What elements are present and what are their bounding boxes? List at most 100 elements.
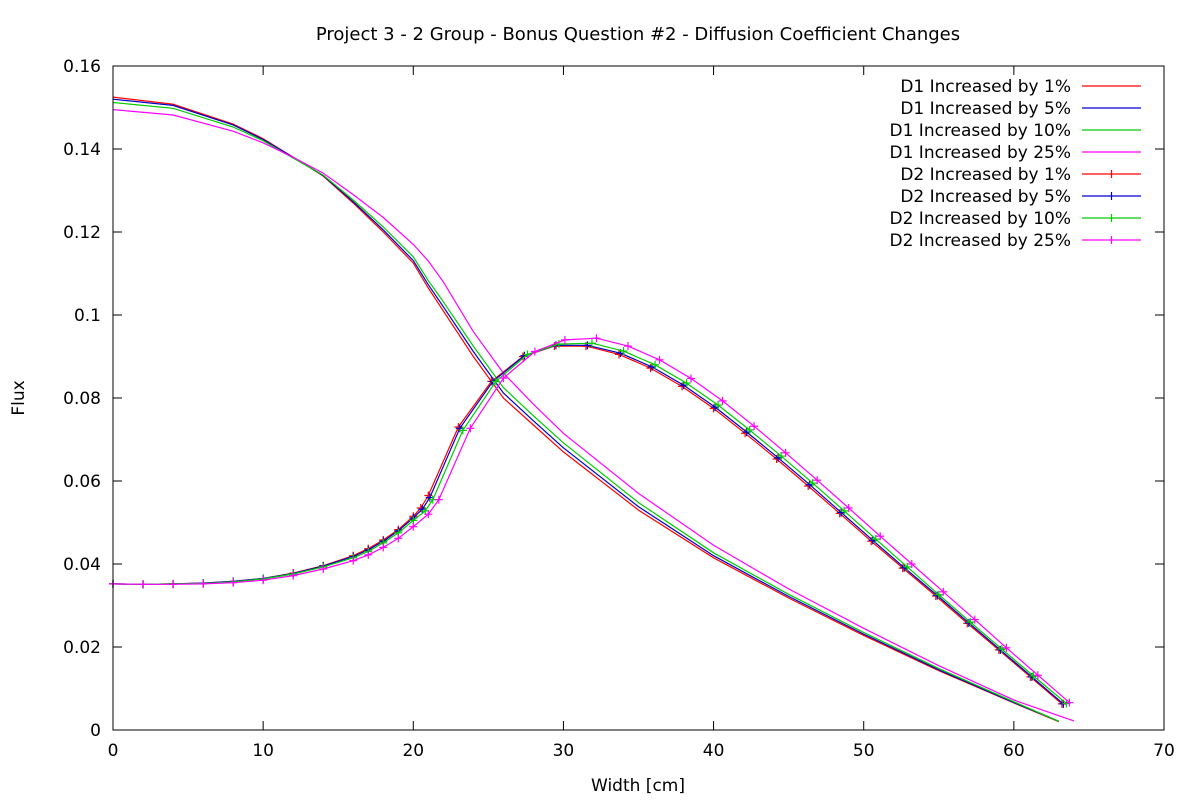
data-point (714, 401, 723, 410)
data-point (458, 426, 467, 435)
y-tick-label: 0.02 (63, 638, 101, 658)
data-point (169, 580, 178, 589)
data-point (1033, 671, 1042, 680)
data-point (199, 579, 208, 588)
data-point (499, 374, 508, 383)
data-point (424, 510, 433, 519)
series-8 (109, 334, 1074, 707)
legend-label: D2 Increased by 10% (890, 209, 1072, 229)
data-point (934, 590, 943, 599)
data-point (777, 452, 786, 461)
series-4 (112, 109, 1075, 722)
data-point (592, 334, 601, 343)
series-6 (109, 341, 1068, 708)
y-tick-label: 0.16 (63, 57, 101, 77)
data-point (554, 340, 563, 349)
series-line (112, 98, 1060, 722)
data-point (229, 578, 238, 587)
x-tick-label: 30 (553, 741, 575, 761)
data-point (750, 422, 759, 431)
legend-entry: D1 Increased by 25% (890, 143, 1141, 163)
y-tick-label: 0 (90, 721, 101, 741)
data-point (1065, 698, 1074, 707)
y-tick-label: 0.14 (63, 140, 101, 160)
data-point (718, 396, 727, 405)
chart-title: Project 3 - 2 Group - Bonus Question #2 … (316, 24, 960, 45)
data-point (259, 576, 268, 585)
data-point (876, 532, 885, 541)
data-point (655, 355, 664, 364)
x-tick-label: 10 (252, 741, 274, 761)
data-point (583, 341, 592, 350)
legend-entry: D2 Increased by 25% (890, 231, 1141, 251)
x-tick-label: 40 (703, 741, 725, 761)
data-point (813, 476, 822, 485)
data-point (844, 503, 853, 512)
data-point (587, 339, 596, 348)
legend-entry: D1 Increased by 5% (900, 99, 1141, 119)
y-tick-label: 0.1 (74, 306, 101, 326)
data-point (379, 543, 388, 552)
legend-label: D2 Increased by 25% (890, 231, 1072, 251)
legend-entry: D1 Increased by 1% (900, 77, 1141, 97)
legend-label: D2 Increased by 1% (900, 165, 1071, 185)
y-axis-title: Flux (9, 380, 29, 415)
y-tick-label: 0.06 (63, 472, 101, 492)
data-point (840, 506, 849, 515)
axis-ticks: 0 10 20 30 40 50 60 70 0 0.02 0.04 0.06 0.08 0.1 0.12 0… (63, 57, 1175, 761)
legend-label: D1 Increased by 10% (890, 121, 1072, 141)
y-tick-label: 0.08 (63, 389, 101, 409)
data-point (1029, 672, 1038, 681)
legend-label: D1 Increased by 5% (900, 99, 1071, 119)
data-point (939, 587, 948, 596)
data-point (997, 645, 1006, 654)
plot-frame (112, 65, 1165, 731)
data-point (808, 479, 817, 488)
series-2 (112, 98, 1060, 722)
x-tick-label: 70 (1153, 741, 1175, 761)
data-point (530, 347, 539, 356)
data-point (349, 556, 358, 565)
legend-entry: D2 Increased by 1% (900, 165, 1141, 185)
data-point (682, 379, 691, 388)
data-point (560, 335, 569, 344)
series-line (112, 342, 1067, 704)
data-point (903, 562, 912, 571)
data-point (409, 522, 418, 531)
data-point (687, 374, 696, 383)
data-point (966, 618, 975, 627)
legend-entry: D1 Increased by 10% (890, 121, 1141, 141)
x-tick-label: 0 (108, 741, 119, 761)
data-point (970, 615, 979, 624)
legend-entry: D2 Increased by 10% (890, 209, 1141, 229)
series-7 (109, 339, 1071, 708)
series-5 (109, 342, 1066, 708)
data-point (619, 347, 628, 356)
x-tick-label: 50 (853, 741, 875, 761)
x-tick-label: 60 (1003, 741, 1025, 761)
data-point (289, 571, 298, 580)
data-point (394, 534, 403, 543)
data-point (466, 424, 475, 433)
legend-label: D1 Increased by 1% (900, 77, 1071, 97)
data-point (871, 535, 880, 544)
data-point (623, 342, 632, 351)
legend: D1 Increased by 1%D1 Increased by 5%D1 I… (890, 77, 1141, 251)
data-point (907, 560, 916, 568)
data-point (364, 550, 373, 559)
data-point (745, 425, 754, 434)
data-point (434, 495, 443, 504)
series-line (112, 344, 1064, 705)
legend-label: D1 Increased by 25% (890, 143, 1072, 163)
plot-series (109, 96, 1075, 723)
x-axis-title: Width [cm] (591, 776, 685, 796)
x-tick-label: 20 (402, 741, 424, 761)
data-point (491, 377, 500, 386)
data-point (139, 580, 148, 589)
legend-entry: D2 Increased by 5% (900, 187, 1141, 207)
series-line (112, 337, 1070, 704)
series-line (112, 109, 1075, 722)
y-tick-label: 0.04 (63, 555, 101, 575)
data-point (614, 350, 623, 359)
